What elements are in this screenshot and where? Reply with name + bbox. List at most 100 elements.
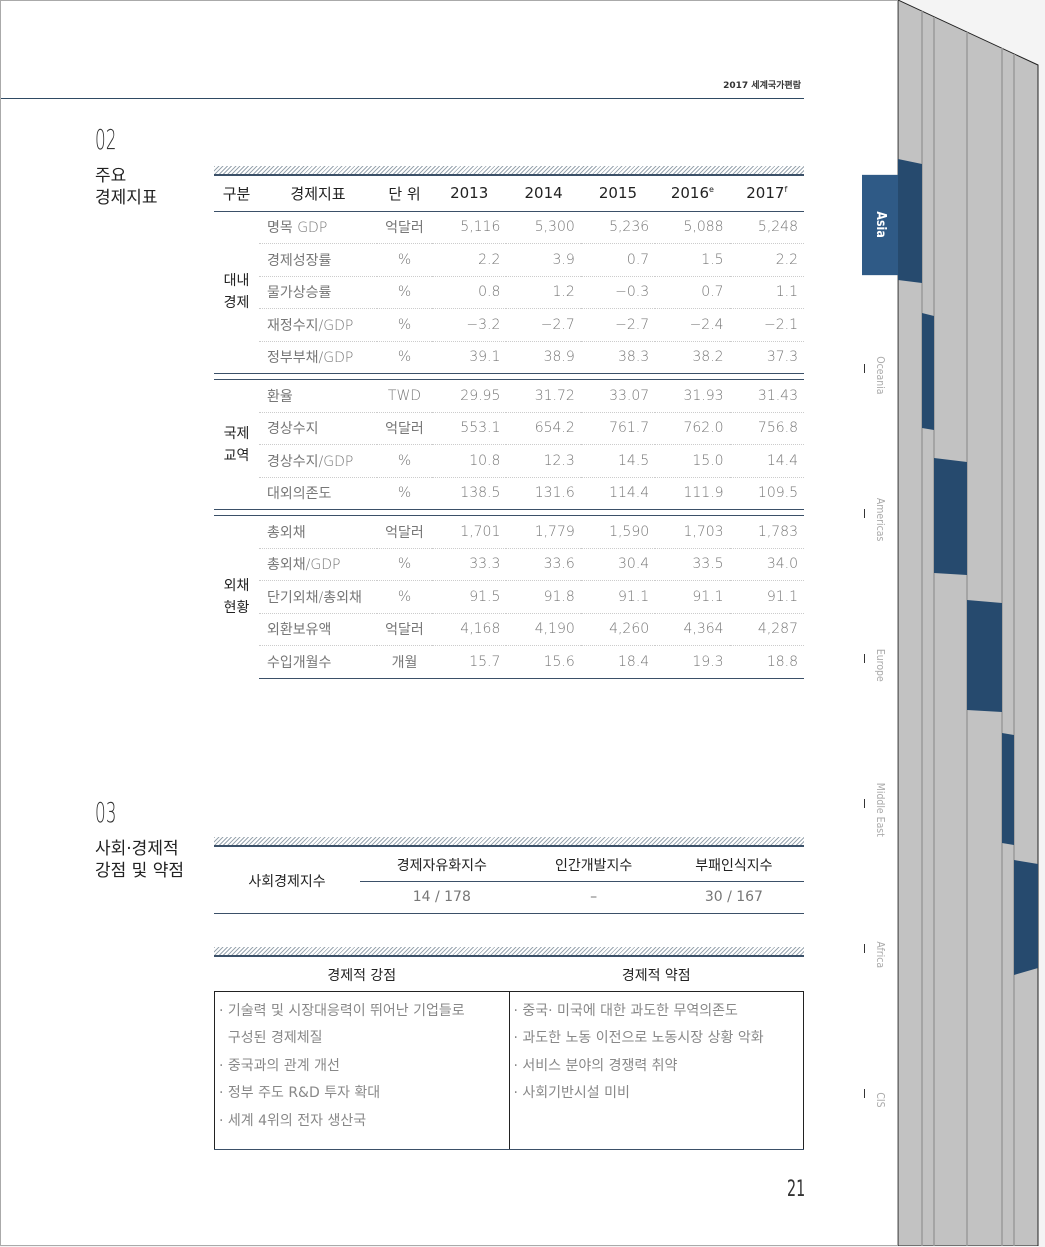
tab-africa[interactable]: Africa bbox=[874, 941, 887, 969]
unit-cell: 억달러 bbox=[377, 613, 432, 646]
value-cell: 0.7 bbox=[580, 243, 656, 277]
value-cell: 31.43 bbox=[729, 379, 804, 413]
indicator-cell: 단기외채/총외채 bbox=[259, 580, 377, 614]
value-cell: −3.2 bbox=[432, 308, 507, 342]
indicator-cell: 수입개월수 bbox=[259, 645, 377, 679]
value-cell: 1.1 bbox=[729, 276, 804, 309]
unit-cell: 억달러 bbox=[377, 211, 432, 244]
indicator-cell: 명목 GDP bbox=[259, 211, 377, 244]
value-cell: 38.3 bbox=[580, 341, 656, 374]
value-cell: 2.2 bbox=[729, 243, 804, 277]
value-cell: 18.4 bbox=[580, 645, 656, 679]
value-cell: 2.2 bbox=[432, 243, 507, 277]
value-cell: 29.95 bbox=[432, 379, 507, 413]
value-cell: 4,364 bbox=[655, 613, 730, 646]
table-row: 수입개월수 개월 15.7 15.6 18.4 19.3 18.8 bbox=[214, 645, 804, 679]
indicator-cell: 경상수지/GDP bbox=[259, 444, 377, 478]
section-title: 주요 경제지표 bbox=[95, 165, 158, 209]
region-tabs: Asia Oceania Americas Europe Middle East Afri… bbox=[862, 1, 899, 1247]
table-row: 대외의존도% 138.5 131.6 114.4 111.9 109.5 bbox=[214, 477, 804, 510]
value-cell: 1.2 bbox=[506, 276, 581, 309]
table-row: 대내 경제 명목 GDP 억달러 5,116 5,300 5,236 5,088 5,248 bbox=[214, 211, 804, 311]
tab-tick bbox=[864, 509, 865, 518]
edge-tab-europe bbox=[967, 600, 1002, 712]
value-cell: −2.7 bbox=[580, 308, 656, 342]
col-header: 단 위 bbox=[377, 176, 432, 212]
value-cell: 31.93 bbox=[655, 379, 730, 413]
value-cell: 39.1 bbox=[432, 341, 507, 374]
tab-oceania[interactable]: Oceania bbox=[874, 355, 887, 395]
value-cell: 15.6 bbox=[506, 645, 581, 679]
value-cell: 4,260 bbox=[580, 613, 656, 646]
list-item: · 사회기반시설 미비 bbox=[513, 1085, 630, 1101]
unit-cell: 억달러 bbox=[377, 515, 432, 549]
col-header: 경제자유화지수 bbox=[360, 849, 524, 882]
col-header: 2017f bbox=[729, 176, 804, 212]
table-row: 총외채/GDP% 33.3 33.6 30.4 33.5 34.0 bbox=[214, 548, 804, 581]
indicator-cell: 정부부채/GDP bbox=[259, 341, 377, 374]
edge-tab-africa bbox=[1014, 860, 1038, 975]
value-cell: 756.8 bbox=[729, 412, 804, 445]
table-row: 경상수지/GDP% 10.8 12.3 14.5 15.0 14.4 bbox=[214, 444, 804, 478]
title-line: 사회·경제적 bbox=[95, 839, 179, 859]
col-header: 2015 bbox=[580, 176, 656, 212]
col-header: 부패인식지수 bbox=[663, 849, 804, 882]
value-cell: 18.8 bbox=[729, 645, 804, 679]
list-item: · 서비스 분야의 경쟁력 취약 bbox=[513, 1057, 678, 1074]
edge-tab-middle-east bbox=[1002, 733, 1014, 845]
tab-middle-east[interactable]: Middle East bbox=[874, 782, 887, 838]
value-cell: 33.07 bbox=[580, 379, 656, 413]
table-header-row: 구분 경제지표 단 위 2013 2014 2015 2016e 2017f bbox=[214, 176, 804, 212]
unit-cell: % bbox=[377, 548, 432, 581]
value-cell: 15.7 bbox=[432, 645, 507, 679]
value-cell: 1,590 bbox=[580, 515, 656, 549]
value-cell: 4,287 bbox=[729, 613, 804, 646]
group-separator bbox=[214, 509, 804, 516]
tab-europe[interactable]: Europe bbox=[874, 648, 887, 682]
year: 2017 bbox=[746, 184, 785, 203]
unit-cell: % bbox=[377, 276, 432, 309]
value-cell: 4,190 bbox=[506, 613, 581, 646]
unit-cell: % bbox=[377, 444, 432, 478]
value-cell: 33.3 bbox=[432, 548, 507, 581]
value-cell: −2.7 bbox=[506, 308, 581, 342]
category-line: 현황 bbox=[223, 600, 250, 616]
value-cell: 654.2 bbox=[506, 412, 581, 445]
col-header: 2013 bbox=[432, 176, 507, 212]
value-cell: 10.8 bbox=[432, 444, 507, 478]
table-hatch bbox=[214, 166, 804, 176]
strengths-list: · 기술력 및 시장대응력이 뛰어난 기업들로 구성된 경제체질 · 중국과의 관… bbox=[214, 991, 510, 1150]
edge-tab-asia bbox=[898, 159, 922, 283]
index-value: 14 / 178 bbox=[360, 881, 524, 914]
value-cell: 5,116 bbox=[432, 211, 507, 244]
tab-americas[interactable]: Americas bbox=[874, 498, 887, 542]
table-hatch bbox=[214, 947, 804, 957]
table-row: 경제성장률% 2.2 3.9 0.7 1.5 2.2 bbox=[214, 243, 804, 277]
value-cell: 38.2 bbox=[655, 341, 730, 374]
page: 2017 세계국가편람 02 주요 경제지표 구분 경제지표 단 위 2013 … bbox=[0, 0, 899, 1247]
list-item: · 중국· 미국에 대한 과도한 무역의존도 bbox=[513, 1002, 738, 1019]
strengths-header: 경제적 강점 bbox=[214, 959, 509, 992]
section-number: 02 bbox=[95, 123, 117, 156]
list-item: · 과도한 노동 이전으로 노동시장 상황 악화 bbox=[513, 1030, 764, 1046]
value-cell: 91.1 bbox=[655, 580, 730, 614]
list-item: · 세계 4위의 전자 생산국 bbox=[219, 1112, 367, 1129]
tab-tick bbox=[864, 1089, 865, 1098]
tab-cis[interactable]: CIS bbox=[874, 1092, 887, 1108]
group-separator bbox=[214, 373, 804, 380]
unit-cell: % bbox=[377, 308, 432, 342]
tab-tick bbox=[864, 799, 865, 808]
section-number: 03 bbox=[95, 796, 117, 829]
col-header: 경제지표 bbox=[259, 176, 377, 212]
value-cell: 34.0 bbox=[729, 548, 804, 581]
indicator-cell: 총외채/GDP bbox=[259, 548, 377, 581]
table-row: 외채 현황 총외채 억달러 1,701 1,779 1,590 1,703 1,783 bbox=[214, 515, 804, 616]
list-item: · 기술력 및 시장대응력이 뛰어난 기업들로 bbox=[219, 1002, 465, 1019]
indicator-cell: 물가상승률 bbox=[259, 276, 377, 309]
unit-cell: 개월 bbox=[377, 645, 432, 679]
value-cell: 5,088 bbox=[655, 211, 730, 244]
unit-cell: 억달러 bbox=[377, 412, 432, 445]
value-cell: 1,703 bbox=[655, 515, 730, 549]
section-title: 사회·경제적 강점 및 약점 bbox=[95, 838, 184, 882]
tab-asia[interactable]: Asia bbox=[862, 174, 899, 276]
